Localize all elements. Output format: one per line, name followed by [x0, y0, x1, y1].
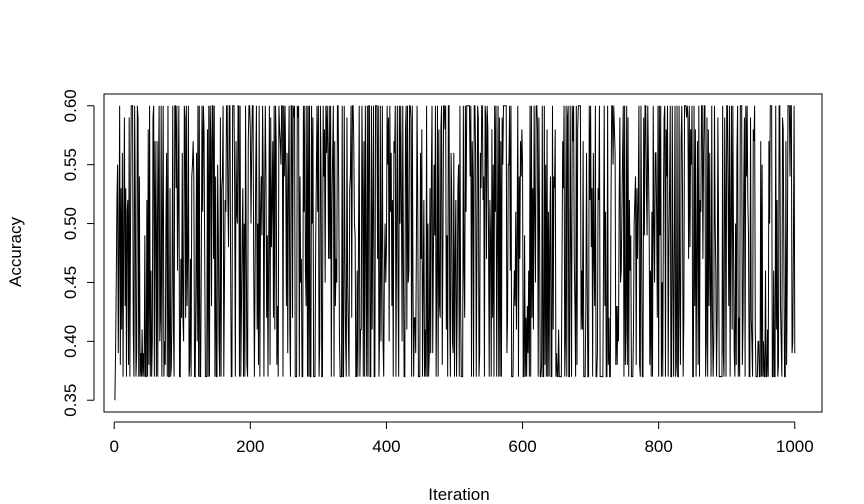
y-tick-label: 0.50 — [61, 207, 80, 240]
x-tick-label: 0 — [109, 437, 118, 456]
x-tick-label: 1000 — [776, 437, 814, 456]
y-axis: 0.35 0.40 0.45 0.50 0.55 0.60 — [61, 89, 95, 417]
y-tick-label: 0.45 — [61, 266, 80, 299]
y-tick-label: 0.40 — [61, 325, 80, 358]
plot-box — [103, 93, 823, 413]
y-tick-label: 0.35 — [61, 384, 80, 417]
x-axis: 0 200 400 600 800 1000 — [109, 421, 814, 456]
series-layer — [114, 105, 796, 401]
x-tick-label: 400 — [372, 437, 400, 456]
series-line — [114, 105, 796, 401]
x-tick-label: 200 — [236, 437, 264, 456]
y-tick-label: 0.60 — [61, 89, 80, 122]
x-tick-label: 800 — [644, 437, 672, 456]
y-axis-title: Accuracy — [6, 217, 25, 287]
y-tick-label: 0.55 — [61, 148, 80, 181]
x-tick-label: 600 — [508, 437, 536, 456]
x-axis-title: Iteration — [428, 485, 489, 504]
